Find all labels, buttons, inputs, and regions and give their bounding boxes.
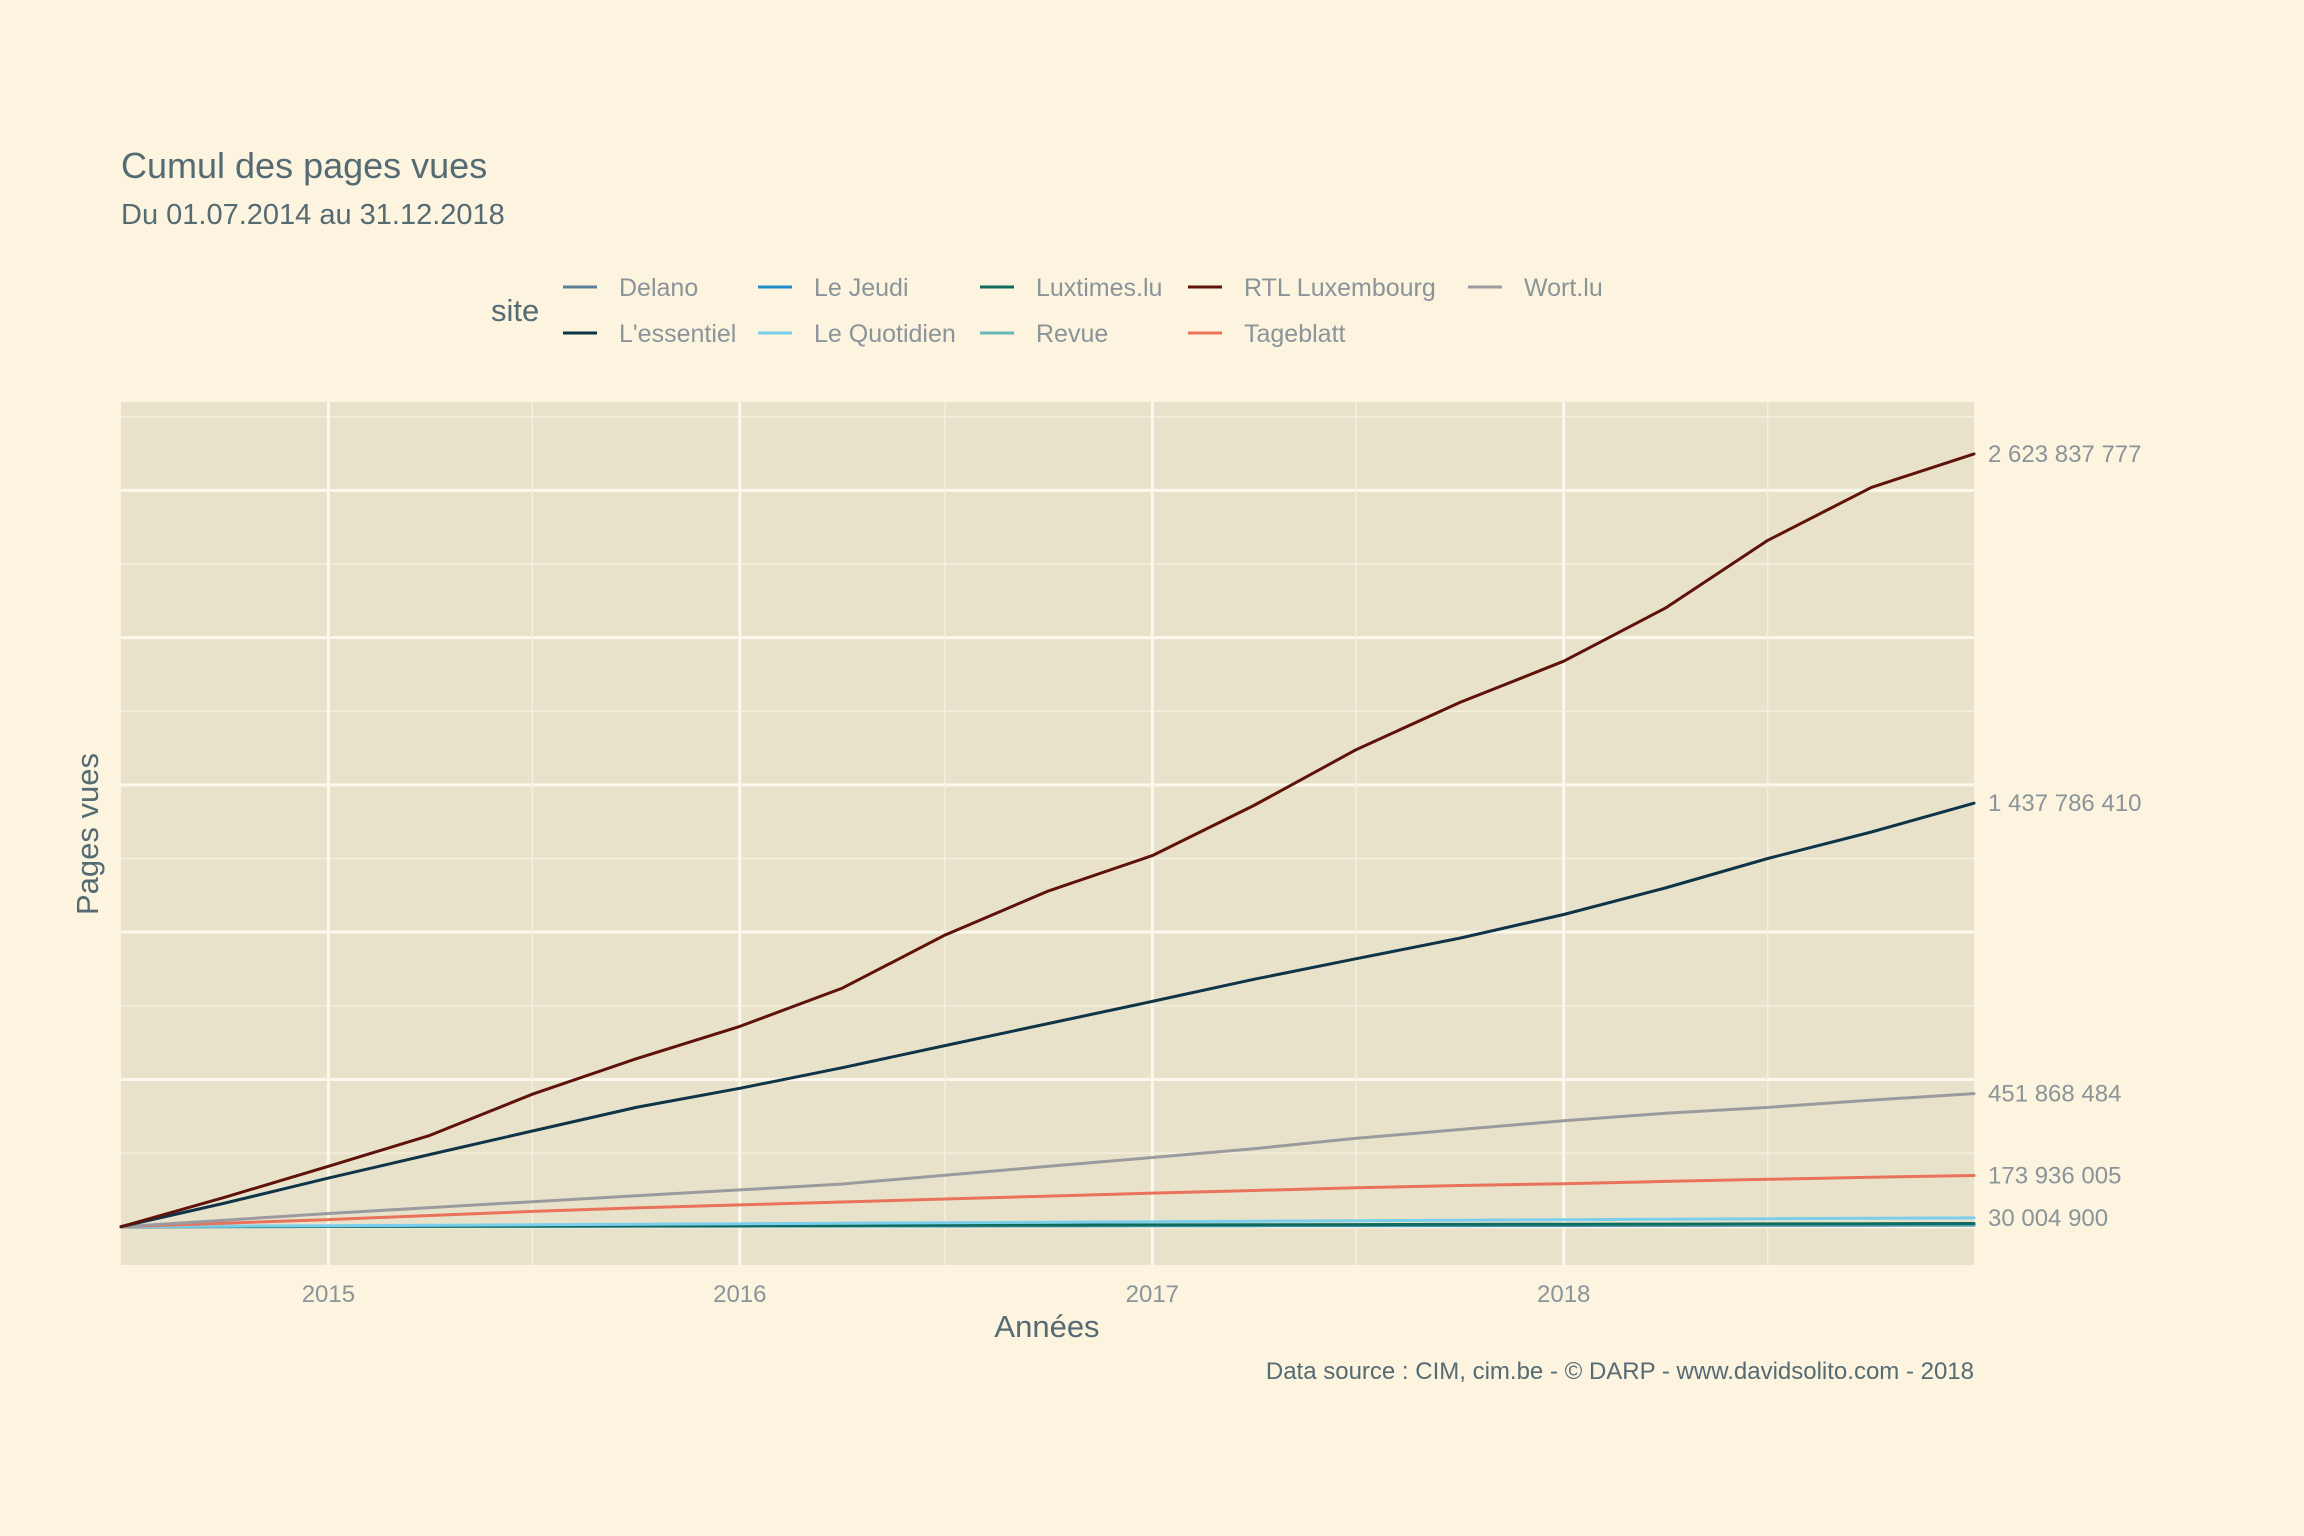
legend-item-label: Delano xyxy=(619,274,698,302)
x-tick-label: 2016 xyxy=(713,1281,766,1308)
end-value-label: 173 936 005 xyxy=(1988,1162,2121,1189)
legend-item-label: RTL Luxembourg xyxy=(1244,274,1436,302)
legend-title: site xyxy=(491,293,539,328)
plot-panel xyxy=(121,402,1974,1265)
x-tick-label: 2017 xyxy=(1126,1281,1179,1308)
end-value-label: 2 623 837 777 xyxy=(1988,441,2141,468)
legend-item-label: Luxtimes.lu xyxy=(1036,274,1162,302)
legend: site Delano L'essentiel Le Jeudi Le Quotidi… xyxy=(491,274,1603,348)
series-line-rtl-luxembourg xyxy=(119,452,1976,1229)
end-value-label: 451 868 484 xyxy=(1988,1081,2121,1108)
end-value-label: 30 004 900 xyxy=(1988,1205,2108,1232)
end-value-label: 1 437 786 410 xyxy=(1988,790,2141,817)
x-tick-label: 2018 xyxy=(1537,1281,1590,1308)
series-line-tageblatt xyxy=(119,1174,1976,1229)
end-labels: 2 623 837 777 1 437 786 410 451 868 484 173… xyxy=(1988,441,2141,1232)
legend-item-label: Wort.lu xyxy=(1524,274,1603,302)
series-line-le-quotidien xyxy=(119,1216,1976,1229)
series-lines xyxy=(119,452,1976,1229)
series-line-l-essentiel xyxy=(119,801,1976,1229)
legend-item-label: Tageblatt xyxy=(1244,320,1346,348)
x-tick-label: 2015 xyxy=(302,1281,355,1308)
x-axis-ticks: 2015 2016 2017 2018 xyxy=(302,1281,1591,1308)
x-axis-title: Années xyxy=(994,1309,1099,1344)
caption: Data source : CIM, cim.be - © DARP - www… xyxy=(1266,1358,1974,1385)
chart-subtitle: Du 01.07.2014 au 31.12.2018 xyxy=(121,199,505,231)
legend-item-label: Le Quotidien xyxy=(814,320,956,348)
series-line-wort-lu xyxy=(119,1092,1976,1229)
legend-item-label: Revue xyxy=(1036,320,1108,348)
y-axis-title: Pages vues xyxy=(70,753,105,915)
legend-item-label: L'essentiel xyxy=(619,320,736,348)
legend-item-label: Le Jeudi xyxy=(814,274,909,302)
chart-title: Cumul des pages vues xyxy=(121,145,487,186)
